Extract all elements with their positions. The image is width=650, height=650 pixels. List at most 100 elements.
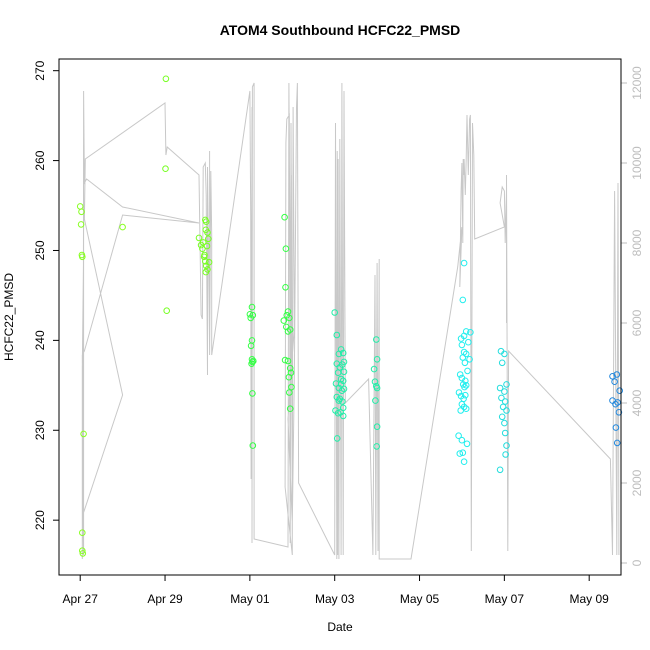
data-point: [79, 550, 87, 557]
data-point: [162, 165, 169, 172]
data-point: [455, 432, 462, 440]
data-point: [249, 442, 257, 449]
data-point: [78, 208, 85, 216]
data-point: [460, 403, 468, 411]
data-point: [503, 407, 510, 414]
data-point: [462, 391, 469, 399]
series-0: [76, 203, 126, 557]
data-point: [119, 223, 126, 231]
data-point: [340, 385, 348, 393]
data-point: [337, 346, 345, 353]
data-point: [339, 398, 346, 405]
data-point: [205, 235, 212, 243]
data-point: [249, 390, 256, 397]
data-point: [373, 384, 381, 392]
y-tick-label: 220: [33, 510, 47, 530]
data-point: [502, 451, 509, 458]
data-point: [464, 367, 471, 375]
y-right-tick-label: 8000: [630, 229, 644, 256]
data-point: [462, 382, 470, 389]
data-point: [286, 326, 294, 333]
data-point: [465, 338, 472, 346]
data-point: [79, 547, 86, 555]
y-right-tick-label: 12000: [630, 66, 644, 100]
data-point: [248, 303, 256, 311]
data-point: [501, 398, 509, 405]
data-point: [339, 349, 347, 357]
series-5: [496, 347, 510, 474]
data-point: [77, 221, 85, 228]
data-point: [79, 253, 86, 261]
data-point: [285, 373, 293, 381]
data-point: [331, 309, 339, 316]
y-tick-label: 240: [33, 330, 47, 350]
series-1: [162, 75, 213, 315]
data-point: [205, 258, 213, 266]
y-tick-label: 230: [33, 420, 47, 440]
data-point: [459, 296, 467, 304]
data-point: [457, 407, 465, 414]
data-point: [458, 436, 466, 444]
data-point: [339, 404, 347, 412]
data-point: [460, 458, 468, 466]
data-point: [79, 529, 86, 537]
data-point: [202, 258, 209, 265]
data-point: [286, 389, 293, 396]
data-point: [286, 405, 294, 413]
data-point: [248, 356, 256, 363]
data-point: [463, 440, 471, 448]
chart-title: ATOM4 Southbound HCFC22_PMSD: [220, 22, 461, 38]
data-point: [202, 226, 210, 234]
data-point: [202, 218, 210, 225]
data-point: [501, 350, 508, 358]
data-point: [461, 359, 469, 367]
data-point: [616, 387, 624, 395]
data-point: [373, 443, 381, 450]
x-tick-label: May 09: [570, 592, 610, 606]
x-tick-label: May 03: [315, 592, 355, 606]
data-point: [246, 311, 254, 318]
data-point: [455, 389, 463, 396]
series-4: [455, 259, 474, 466]
data-point: [499, 403, 507, 411]
data-point: [503, 442, 510, 449]
data-point: [339, 377, 347, 385]
data-point: [280, 317, 288, 324]
y-right-tick-label: 10000: [630, 146, 644, 180]
data-point: [615, 409, 623, 416]
data-point: [496, 466, 504, 474]
altitude-line: [81, 82, 620, 560]
x-tick-label: Apr 29: [147, 592, 183, 606]
data-point: [611, 378, 618, 386]
data-point: [195, 234, 203, 242]
data-point: [338, 387, 346, 395]
data-point: [281, 356, 289, 364]
data-point: [340, 368, 348, 376]
data-point: [466, 356, 473, 363]
data-point: [372, 397, 379, 404]
data-point: [163, 307, 170, 315]
data-point: [501, 419, 508, 427]
data-point: [612, 400, 619, 408]
data-point: [162, 75, 170, 83]
x-tick-label: May 01: [230, 592, 270, 606]
series-2: [246, 213, 295, 449]
data-point: [458, 341, 466, 349]
x-tick-label: May 05: [400, 592, 440, 606]
series-3: [331, 309, 381, 450]
data-point: [498, 413, 506, 421]
points-layer: [76, 75, 624, 557]
data-point: [282, 245, 290, 252]
series-6: [609, 371, 624, 447]
data-point: [370, 365, 378, 373]
data-point: [462, 377, 469, 385]
y-tick-label: 250: [33, 240, 47, 260]
data-point: [498, 394, 505, 402]
data-point: [250, 357, 257, 365]
x-tick-label: May 07: [485, 592, 525, 606]
data-point: [373, 356, 381, 363]
data-point: [284, 308, 292, 315]
data-point: [457, 335, 465, 342]
data-point: [467, 329, 474, 336]
data-point: [613, 439, 621, 447]
